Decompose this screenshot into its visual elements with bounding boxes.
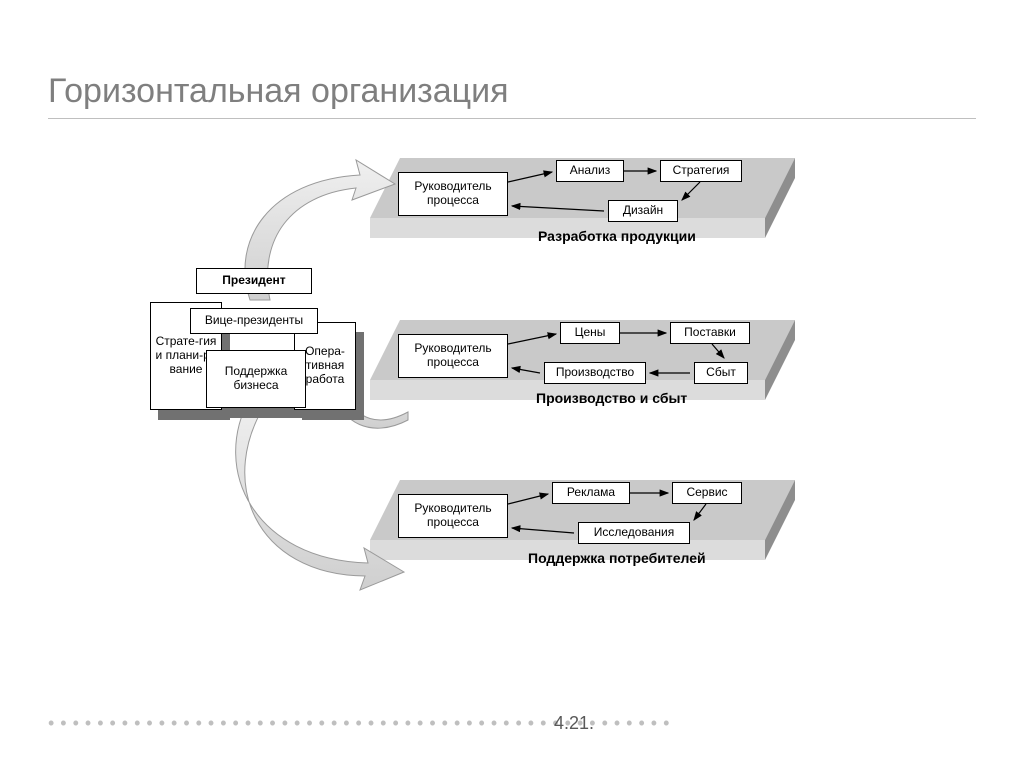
leader-box-2: Руководитель процесса	[398, 334, 508, 378]
platform-3-label: Поддержка потребителей	[528, 550, 706, 566]
platform-1-label: Разработка продукции	[538, 228, 696, 244]
president-box: Президент	[196, 268, 312, 294]
platform-2-label: Производство и сбыт	[536, 390, 687, 406]
vp-box: Вице-президенты	[190, 308, 318, 334]
p2-prices: Цены	[560, 322, 620, 344]
slide: Горизонтальная организация	[0, 0, 1024, 768]
p1-strategy: Стратегия	[660, 160, 742, 182]
p1-design: Дизайн	[608, 200, 678, 222]
footer-number: 4.21.	[554, 713, 594, 734]
p3-service: Сервис	[672, 482, 742, 504]
p2-supply: Поставки	[670, 322, 750, 344]
p3-research: Исследования	[578, 522, 690, 544]
leader-box-3: Руководитель процесса	[398, 494, 508, 538]
p3-ads: Реклама	[552, 482, 630, 504]
diagram-canvas: Страте-гия и плани-ро вание Опера-тивная…	[0, 0, 1024, 768]
leader-box-1: Руководитель процесса	[398, 172, 508, 216]
support-box: Поддержка бизнеса	[206, 350, 306, 408]
p2-sales: Сбыт	[694, 362, 748, 384]
p2-production: Производство	[544, 362, 646, 384]
p1-analysis: Анализ	[556, 160, 624, 182]
